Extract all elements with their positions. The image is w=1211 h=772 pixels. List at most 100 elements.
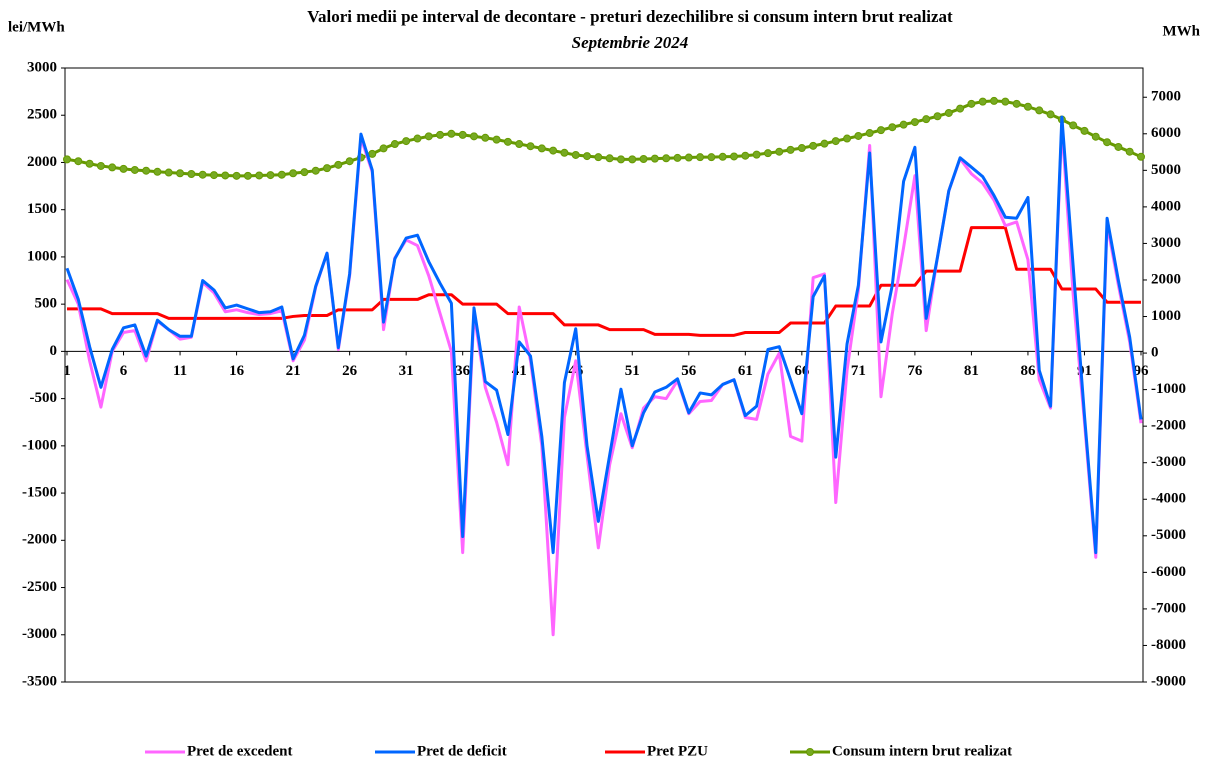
y2-tick-label: -8000 [1151, 637, 1186, 653]
series-marker [899, 120, 908, 129]
y-tick-label: 3000 [27, 59, 57, 75]
series-marker [85, 159, 94, 168]
series-marker [944, 108, 953, 117]
x-tick-label: 61 [738, 363, 753, 379]
series-marker [628, 155, 637, 164]
x-tick-label: 26 [342, 363, 358, 379]
y2-axis-label: MWh [1163, 23, 1201, 39]
y2-tick-label: -7000 [1151, 600, 1186, 616]
series-marker [469, 132, 478, 141]
series-marker [752, 150, 761, 159]
series-marker [854, 131, 863, 140]
series-marker [379, 144, 388, 153]
series-marker [345, 157, 354, 166]
series-marker [198, 170, 207, 179]
x-tick-label: 51 [625, 363, 640, 379]
series-marker [255, 171, 264, 180]
chart-subtitle: Septembrie 2024 [572, 33, 689, 52]
series-marker [876, 126, 885, 135]
series-marker [797, 144, 806, 153]
legend-label: Pret PZU [647, 743, 708, 759]
series-marker [696, 153, 705, 162]
y2-tick-label: -9000 [1151, 673, 1186, 689]
series-marker [616, 155, 625, 164]
series-marker [775, 147, 784, 156]
y2-tick-label: 7000 [1151, 89, 1181, 105]
y2-tick-label: -5000 [1151, 527, 1186, 543]
series-marker [718, 152, 727, 161]
series-marker [650, 154, 659, 163]
y-tick-label: 1000 [27, 248, 57, 264]
series-line [65, 115, 1143, 555]
x-tick-label: 71 [851, 363, 866, 379]
y2-tick-label: -3000 [1151, 454, 1186, 470]
series-marker [96, 161, 105, 170]
series-marker [571, 150, 580, 159]
series-marker [967, 99, 976, 108]
series-line [66, 99, 1142, 178]
series-marker [323, 164, 332, 173]
series-marker [300, 168, 309, 177]
series-marker [334, 160, 343, 169]
y-tick-label: 2000 [27, 154, 57, 170]
series-marker [730, 152, 739, 161]
series-marker [1103, 138, 1112, 147]
series-marker [232, 171, 241, 180]
series-marker [153, 167, 162, 176]
y2-tick-label: 1000 [1151, 308, 1181, 324]
series-marker [560, 148, 569, 157]
legend-label: Pret de deficit [417, 743, 507, 759]
y2-tick-label: 4000 [1151, 198, 1181, 214]
x-tick-label: 81 [964, 363, 979, 379]
x-tick-label: 56 [681, 363, 697, 379]
y-axis-label: lei/MWh [8, 19, 65, 35]
series-marker [119, 164, 128, 173]
series-marker [277, 170, 286, 179]
series-marker [413, 134, 422, 143]
series-marker [503, 137, 512, 146]
series-marker [1069, 121, 1078, 130]
x-tick-label: 36 [455, 363, 471, 379]
series-marker [662, 154, 671, 163]
legend-label: Consum intern brut realizat [832, 743, 1012, 759]
series-marker [956, 104, 965, 113]
y2-tick-label: 3000 [1151, 235, 1181, 251]
series-marker [526, 142, 535, 151]
legend-swatch-marker [806, 748, 814, 756]
x-tick-label: 1 [63, 363, 71, 379]
series-marker [990, 96, 999, 105]
series-marker [922, 115, 931, 124]
x-tick-label: 11 [173, 363, 187, 379]
plot-area [64, 67, 1144, 683]
series-marker [707, 153, 716, 162]
series-marker [402, 137, 411, 146]
x-tick-label: 96 [1134, 363, 1150, 379]
series-marker [1012, 99, 1021, 108]
y-tick-label: -2500 [22, 579, 57, 595]
series-marker [583, 152, 592, 161]
series-marker [458, 130, 467, 139]
series-marker [1114, 142, 1123, 151]
x-tick-label: 76 [907, 363, 923, 379]
series-marker [639, 155, 648, 164]
series-marker [537, 144, 546, 153]
series-marker [831, 137, 840, 146]
x-tick-label: 31 [399, 363, 414, 379]
series-marker [266, 171, 275, 180]
series-marker [549, 146, 558, 155]
y2-tick-label: 2000 [1151, 271, 1181, 287]
y2-tick-label: -6000 [1151, 564, 1186, 580]
series-marker [311, 166, 320, 175]
series-marker [63, 155, 71, 164]
series-marker [1001, 97, 1010, 106]
y-tick-label: -3500 [22, 673, 57, 689]
series-line [67, 226, 1141, 337]
series-marker [447, 129, 456, 138]
series-marker [209, 171, 218, 180]
x-tick-label: 6 [120, 363, 128, 379]
y-tick-label: -1500 [22, 485, 57, 501]
series-marker [673, 153, 682, 162]
series-marker [221, 171, 230, 180]
y2-tick-label: -1000 [1151, 381, 1186, 397]
